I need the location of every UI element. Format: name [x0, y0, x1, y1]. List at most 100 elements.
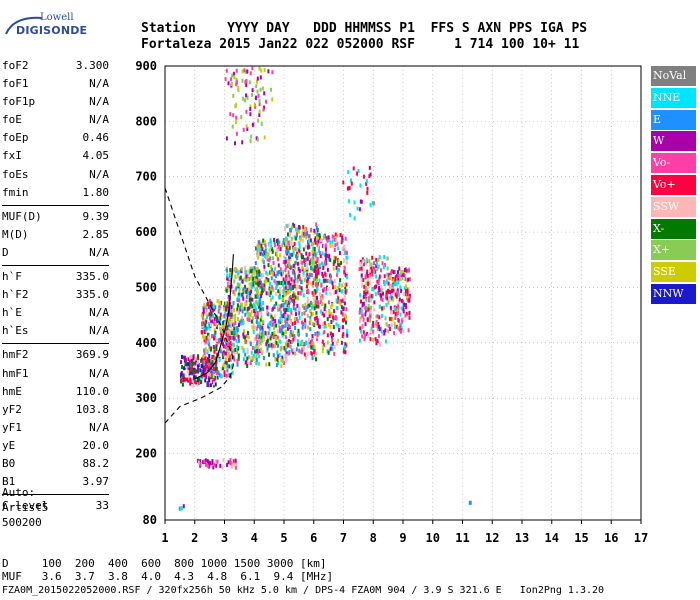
echo-point [384, 263, 387, 267]
echo-point [181, 354, 183, 359]
echo-point [188, 364, 191, 369]
echo-point [285, 300, 288, 305]
echo-point [289, 344, 292, 349]
echo-point [203, 368, 206, 373]
echo-point [287, 270, 290, 275]
echo-point [295, 347, 298, 352]
echo-point [372, 320, 375, 325]
echo-point [279, 290, 282, 295]
echo-point [273, 322, 276, 327]
echo-point [249, 302, 252, 307]
echo-point [380, 288, 383, 293]
echo-point [385, 290, 388, 295]
echo-point [388, 316, 391, 321]
echo-point [363, 290, 366, 295]
echo-point [243, 339, 246, 344]
echo-point [214, 382, 217, 387]
echo-point [298, 229, 301, 234]
echo-point [243, 68, 246, 73]
echo-point [315, 272, 318, 277]
echo-point [313, 299, 316, 304]
echo-point [319, 236, 321, 240]
echo-point [259, 334, 262, 339]
echo-point [289, 265, 292, 270]
echo-point [319, 300, 322, 304]
echo-point [324, 243, 327, 248]
auto-line: Auto: [2, 486, 36, 499]
x-tick-label: 13 [515, 531, 529, 545]
echo-point [220, 333, 223, 338]
echo-point [378, 304, 381, 309]
echo-point [220, 329, 223, 333]
echo-point [275, 250, 278, 255]
echo-point [288, 251, 291, 256]
echo-point [247, 306, 250, 311]
echo-point [255, 349, 258, 353]
echo-point [375, 314, 378, 319]
echo-point [256, 293, 259, 298]
echo-point [289, 282, 292, 287]
echo-point [302, 341, 305, 346]
echo-point [308, 338, 310, 343]
echo-point [371, 287, 374, 292]
echo-point [343, 244, 346, 249]
echo-point [197, 381, 200, 385]
echo-point [235, 120, 237, 125]
echo-point [232, 113, 235, 118]
echo-point [205, 339, 207, 344]
echo-point [320, 238, 323, 243]
echo-point [287, 223, 290, 228]
echo-point [337, 246, 340, 251]
param-label: h`F2 [2, 288, 29, 302]
echo-point [272, 353, 275, 358]
echo-point [262, 307, 265, 312]
echo-point [262, 334, 265, 339]
echo-point [246, 310, 249, 315]
echo-point [316, 332, 319, 337]
echo-point [312, 346, 314, 351]
echo-point [298, 268, 301, 273]
echo-point [251, 358, 253, 362]
param-row: foF2 3.300 [2, 59, 109, 77]
echo-point [208, 378, 211, 383]
echo-point [203, 338, 206, 343]
echo-point [293, 279, 296, 284]
autoscaling-info: Auto: Artist5 500200 [2, 485, 48, 530]
echo-point [257, 255, 260, 260]
echo-point [257, 350, 260, 355]
echo-point [277, 343, 279, 348]
echo-point [278, 240, 281, 245]
echo-point [248, 298, 251, 303]
echo-point [265, 342, 268, 347]
echo-point [284, 318, 287, 323]
echo-point [262, 331, 265, 336]
echo-point [311, 334, 314, 339]
echo-point [255, 274, 258, 279]
echo-point [334, 243, 337, 248]
auto-line: 500200 [2, 516, 42, 529]
echo-point [242, 127, 245, 132]
echo-point [213, 316, 216, 321]
echo-point [265, 99, 267, 104]
echo-point [247, 269, 250, 274]
echo-point [251, 88, 254, 93]
legend-item-nnw: NNW [651, 283, 696, 304]
echo-point [388, 272, 391, 277]
echo-point [359, 307, 362, 312]
echo-point [284, 256, 287, 261]
echo-point [285, 323, 288, 328]
echo-point [273, 325, 275, 330]
echo-point [245, 274, 248, 279]
echo-point [271, 97, 274, 102]
file-info-footer: FZA0M_2015022052000.RSF / 320fx256h 50 k… [2, 585, 605, 596]
echo-point [400, 327, 403, 332]
echo-point [323, 321, 326, 326]
echo-point [215, 371, 218, 375]
echo-point [370, 326, 373, 331]
echo-point [271, 346, 274, 351]
x-tick-label: 6 [310, 531, 317, 545]
echo-point [332, 285, 335, 290]
echo-point [237, 334, 240, 339]
param-row: C-level 33 [2, 499, 109, 517]
echo-point [364, 274, 367, 279]
